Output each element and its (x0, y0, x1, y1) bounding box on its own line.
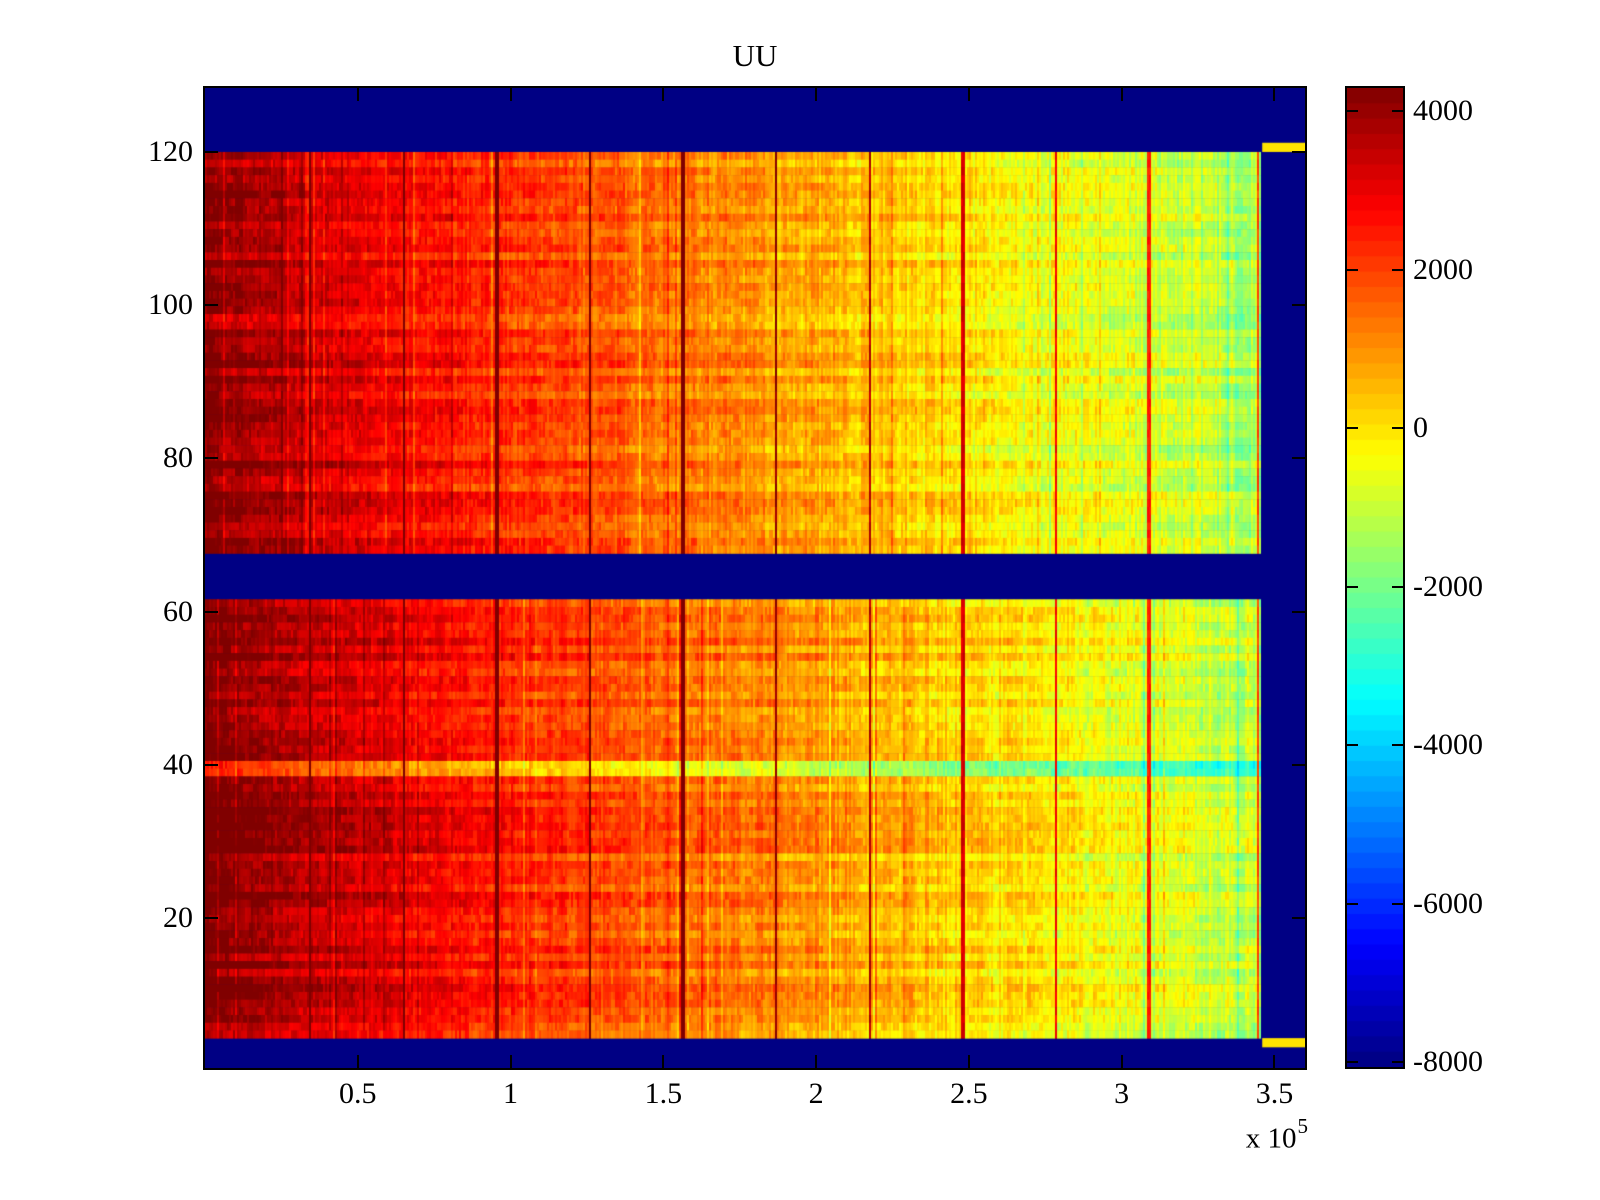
colorbar-tick-right (1392, 902, 1403, 905)
x-tick-bottom (662, 1055, 665, 1068)
x-axis-multiplier-exponent: 5 (1297, 1114, 1309, 1138)
colorbar-tick-right (1392, 1061, 1403, 1064)
colorbar-tick-label: 0 (1413, 411, 1428, 445)
x-tick-top (662, 88, 665, 101)
y-tick-left (205, 763, 218, 766)
x-tick-top (1273, 88, 1276, 101)
colorbar-tick-label: 4000 (1413, 93, 1473, 127)
colorbar-tick-label: -2000 (1413, 569, 1483, 603)
x-tick-bottom (509, 1055, 512, 1068)
y-tick-label: 20 (163, 900, 193, 934)
y-tick-right (1292, 304, 1305, 307)
colorbar-tick-right (1392, 109, 1403, 112)
colorbar-tick-left (1347, 585, 1358, 588)
x-tick-top (1120, 88, 1123, 101)
y-tick-left (205, 916, 218, 919)
x-tick-top (815, 88, 818, 101)
colorbar-tick-left (1347, 1061, 1358, 1064)
y-tick-label: 80 (163, 441, 193, 475)
y-tick-label: 40 (163, 747, 193, 781)
colorbar-tick-left (1347, 427, 1358, 430)
y-tick-right (1292, 763, 1305, 766)
x-tick-label: 3.5 (1255, 1077, 1294, 1110)
y-tick-right (1292, 150, 1305, 153)
x-tick-bottom (356, 1055, 359, 1068)
x-tick-label: 2 (808, 1077, 824, 1110)
y-tick-left (205, 150, 218, 153)
x-tick-label: 0.5 (339, 1077, 377, 1110)
colorbar-tick-left (1347, 268, 1358, 271)
colorbar-tick-right (1392, 427, 1403, 430)
y-tick-label: 60 (163, 594, 193, 628)
x-tick-top (967, 88, 970, 101)
colorbar-tick-label: -6000 (1413, 886, 1483, 920)
heatmap-canvas (205, 88, 1305, 1068)
colorbar-tick-right (1392, 268, 1403, 271)
y-tick-right (1292, 457, 1305, 460)
colorbar-tick-label: -4000 (1413, 728, 1483, 762)
x-tick-label: 1 (503, 1077, 519, 1110)
x-tick-top (509, 88, 512, 101)
colorbar-tick-right (1392, 585, 1403, 588)
y-tick-right (1292, 610, 1305, 613)
x-tick-bottom (967, 1055, 970, 1068)
colorbar-tick-right (1392, 744, 1403, 747)
colorbar-tick-left (1347, 902, 1358, 905)
colorbar-tick-left (1347, 109, 1358, 112)
colorbar-tick-label: -8000 (1413, 1045, 1483, 1079)
y-tick-right (1292, 916, 1305, 919)
x-tick-label: 3 (1114, 1077, 1130, 1110)
y-tick-left (205, 304, 218, 307)
x-tick-label: 2.5 (950, 1077, 988, 1110)
plot-title: UU (732, 38, 778, 73)
colorbar-tick-label: 2000 (1413, 252, 1473, 286)
colorbar-tick-left (1347, 744, 1358, 747)
x-tick-bottom (1120, 1055, 1123, 1068)
x-tick-bottom (1273, 1055, 1276, 1068)
y-tick-left (205, 610, 218, 613)
x-tick-bottom (815, 1055, 818, 1068)
x-axis-multiplier-text: x 10 (1245, 1122, 1297, 1155)
colorbar-canvas (1347, 88, 1403, 1067)
y-tick-label: 120 (148, 134, 193, 168)
x-tick-top (356, 88, 359, 101)
y-tick-left (205, 457, 218, 460)
x-axis-exponent-label: x 105 (1100, 1112, 1309, 1157)
x-tick-label: 1.5 (644, 1077, 683, 1110)
y-tick-label: 100 (148, 288, 193, 322)
